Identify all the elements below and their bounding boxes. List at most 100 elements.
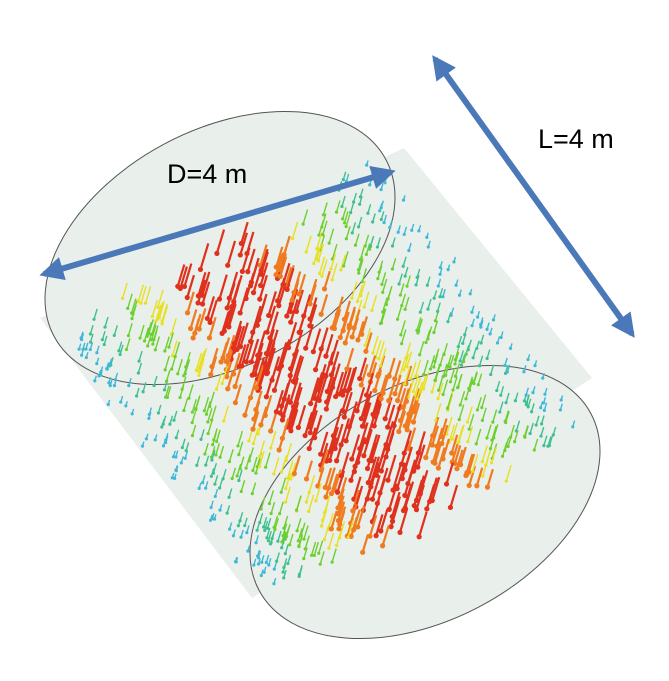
flow-vector-head [160, 425, 164, 429]
flow-vector [258, 365, 268, 388]
flow-vector [399, 283, 405, 296]
flow-vector [471, 454, 479, 472]
flow-vector [304, 323, 314, 349]
flow-vector-head [329, 267, 333, 271]
flow-vector [196, 279, 207, 304]
flow-vector-head [368, 183, 372, 187]
flow-vector [407, 379, 415, 397]
flow-vector-head [384, 302, 389, 307]
flow-vector-head [80, 353, 84, 357]
flow-vector-head [410, 228, 414, 232]
flow-vector [296, 518, 302, 531]
flow-vector-head [284, 486, 288, 491]
flow-vector [323, 524, 330, 540]
flow-vector-head [445, 406, 450, 410]
flow-vector [431, 416, 440, 437]
flow-vector-head [272, 472, 276, 476]
flow-vector [354, 485, 364, 508]
flow-vector-head [484, 463, 488, 467]
flow-vector-head [418, 310, 422, 314]
flow-vector [259, 513, 264, 523]
flow-vector [431, 476, 441, 501]
flow-vector [481, 394, 487, 408]
flow-vector [191, 424, 197, 436]
flow-vector-head [526, 405, 530, 409]
flow-vector [139, 324, 145, 339]
flow-vector [429, 355, 436, 370]
flow-vector-head [462, 360, 466, 364]
flow-vector-head [335, 543, 339, 548]
flow-vector [303, 547, 308, 559]
flow-vector [267, 531, 272, 541]
flow-vector-head [551, 433, 555, 437]
flow-vector [191, 411, 197, 423]
flow-vector [264, 395, 273, 416]
flow-vector [164, 355, 170, 371]
flow-vector-head [340, 204, 344, 209]
flow-vector [398, 507, 409, 533]
flow-vector [406, 275, 411, 287]
flow-vector [308, 297, 318, 320]
flow-vector-head [432, 365, 436, 369]
flow-vector-head [253, 364, 259, 370]
flow-vector [457, 426, 464, 443]
flow-vector-head [380, 390, 386, 396]
flow-vector-head [402, 232, 406, 237]
flow-vector-head [212, 517, 217, 521]
flow-vector [233, 320, 243, 344]
flow-vector-head [394, 485, 400, 492]
flow-vector-head [222, 419, 226, 423]
flow-vector-head [364, 496, 370, 502]
flow-vector-head [246, 549, 250, 553]
flow-vector [173, 410, 178, 421]
flow-vector-head [321, 286, 328, 292]
flow-vector [433, 354, 439, 368]
flow-vector-head [424, 506, 430, 512]
flow-vector-head [301, 222, 305, 226]
flow-vector-head [425, 283, 429, 287]
flow-vector-head [441, 375, 445, 379]
flow-vector-head [539, 434, 543, 438]
flow-vector-head [380, 543, 386, 549]
flow-vector-head [432, 296, 436, 300]
flow-vector [265, 375, 274, 398]
flow-vector [153, 325, 159, 340]
flow-vector [268, 490, 275, 504]
flow-vector [417, 319, 423, 334]
flow-vector [445, 462, 454, 485]
flow-vector-head [195, 300, 201, 306]
flow-vector-head [100, 338, 105, 342]
flow-vector-head [296, 329, 302, 335]
flow-vector [273, 366, 283, 391]
flow-vector [168, 332, 175, 348]
flow-vector [368, 434, 379, 461]
flow-vector [386, 425, 396, 450]
flow-vector [298, 564, 303, 575]
flow-vector-head [498, 410, 502, 414]
flow-vector-head [163, 368, 167, 372]
flow-vector [333, 308, 342, 329]
flow-vector [188, 384, 194, 399]
flow-vector-head [245, 269, 251, 275]
flow-vector [275, 389, 284, 413]
flow-vector-head [379, 321, 384, 325]
flow-vector-head [542, 408, 546, 412]
flow-vector-head [529, 410, 534, 414]
flow-vector-head [289, 477, 293, 481]
flow-vector-head [367, 533, 373, 539]
flow-vector-head [322, 484, 328, 491]
flow-vector-head [472, 381, 476, 386]
flow-vector-head [253, 385, 259, 391]
flow-vector-head [92, 317, 96, 321]
flow-vector [452, 376, 458, 391]
flow-vector [138, 350, 143, 362]
flow-vector-head [415, 275, 419, 279]
flow-vector [161, 306, 169, 325]
flow-vector [442, 379, 449, 395]
flow-vector [208, 317, 217, 339]
flow-vector [419, 341, 425, 355]
flow-vector-head [495, 341, 500, 345]
flow-vector-head [259, 507, 263, 511]
flow-vector [213, 428, 218, 441]
flow-vector-head [411, 389, 415, 394]
